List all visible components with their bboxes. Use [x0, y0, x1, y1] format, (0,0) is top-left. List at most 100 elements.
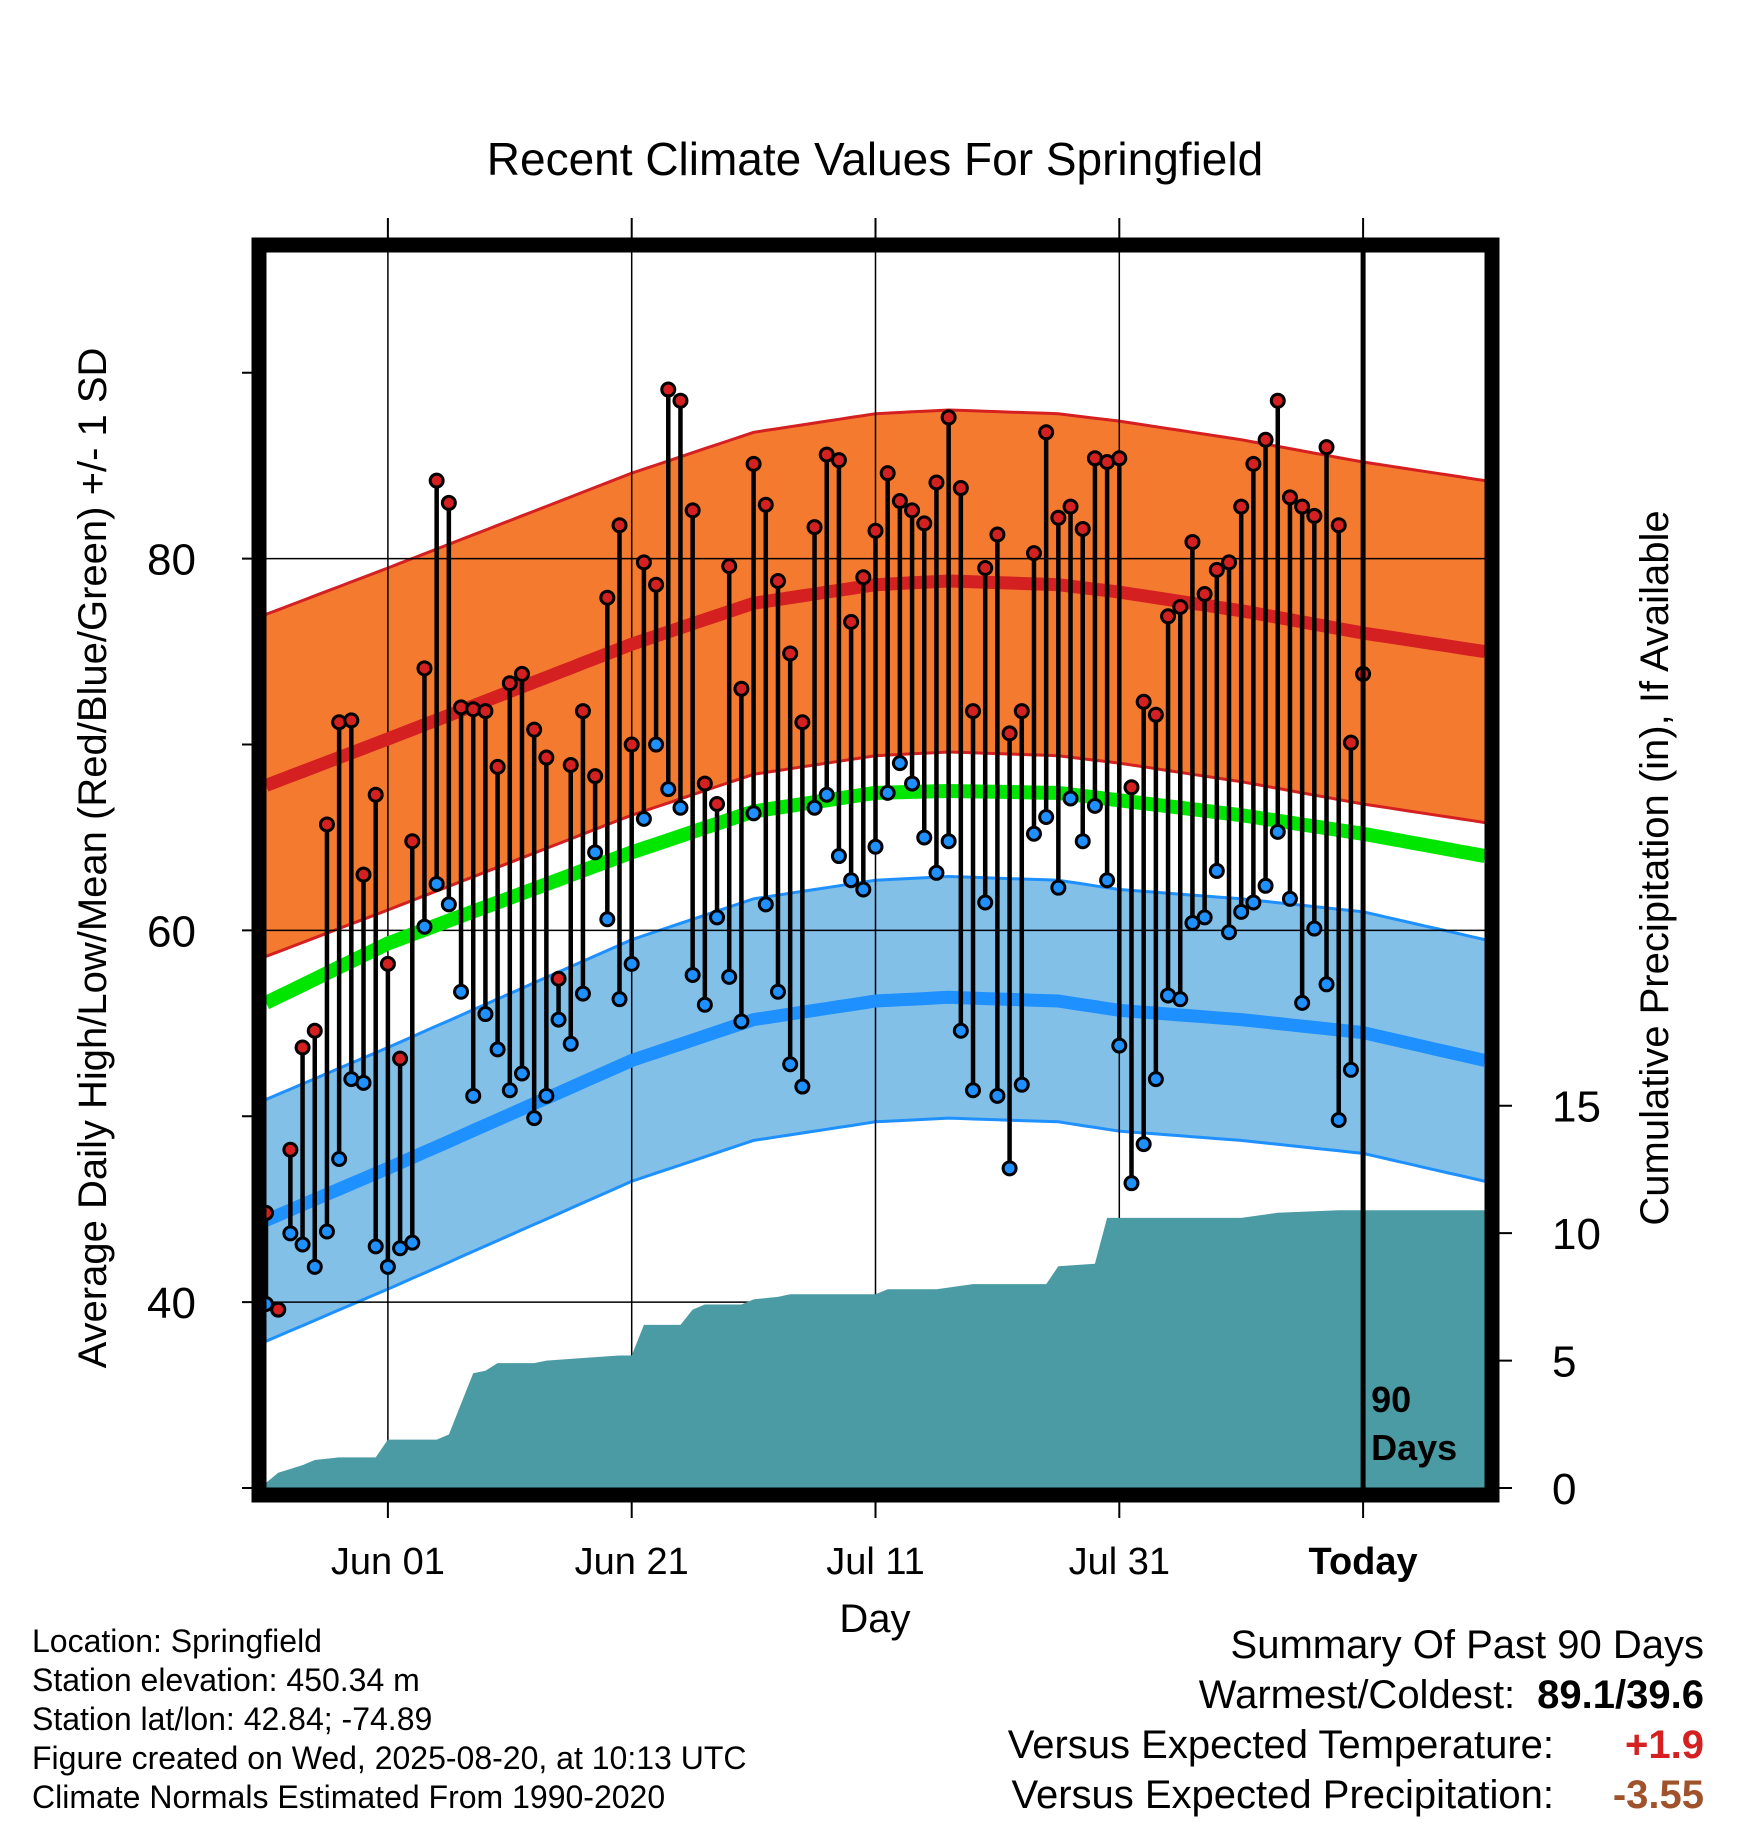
high-point-73 — [1147, 706, 1164, 723]
summary-title: Summary Of Past 90 Days — [1230, 1623, 1704, 1667]
high-point-81 — [1245, 455, 1262, 472]
low-point-69 — [1099, 872, 1116, 889]
low-point-70 — [1111, 1037, 1128, 1054]
low-point-9 — [367, 1238, 384, 1255]
low-point-36 — [696, 996, 713, 1013]
high-point-1 — [270, 1301, 287, 1318]
plot-frame — [251, 237, 1500, 1503]
low-point-62 — [1013, 1076, 1030, 1093]
high-point-28 — [599, 589, 616, 606]
high-point-23 — [538, 749, 555, 766]
low-point-66 — [1062, 790, 1079, 807]
low-point-55 — [928, 864, 945, 881]
low-point-72 — [1135, 1136, 1152, 1153]
low-point-73 — [1147, 1071, 1164, 1088]
low-point-29 — [611, 991, 628, 1008]
high-point-50 — [867, 522, 884, 539]
low-point-59 — [977, 894, 994, 911]
low-point-50 — [867, 838, 884, 855]
y2-axis-label: Cumulative Precipitation (in), If Availa… — [1633, 510, 1677, 1225]
low-point-38 — [721, 968, 738, 985]
created-text: Figure created on Wed, 2025-08-20, at 10… — [32, 1740, 747, 1776]
summary-temperature: Versus Expected Temperature: +1.9 — [1008, 1720, 1704, 1770]
high-point-2 — [282, 1141, 299, 1158]
high-point-62 — [1013, 703, 1030, 720]
high-point-29 — [611, 517, 628, 534]
low-point-80 — [1233, 903, 1250, 920]
precipitation-area — [266, 1210, 1485, 1488]
high-point-13 — [416, 660, 433, 677]
y2-tick-label-5: 5 — [1552, 1338, 1576, 1387]
low-point-28 — [599, 911, 616, 928]
high-point-38 — [721, 558, 738, 575]
low-point-34 — [672, 799, 689, 816]
high-point-78 — [1208, 561, 1225, 578]
high-point-56 — [940, 409, 957, 426]
elevation-text: Station elevation: 450.34 m — [32, 1662, 420, 1698]
high-point-55 — [928, 474, 945, 491]
high-point-48 — [843, 613, 860, 630]
low-point-85 — [1294, 994, 1311, 1011]
high-point-43 — [782, 645, 799, 662]
low-point-77 — [1196, 909, 1213, 926]
high-point-10 — [379, 955, 396, 972]
low-point-75 — [1172, 991, 1189, 1008]
high-point-59 — [977, 559, 994, 576]
x-tick-label-0: Jun 01 — [331, 1541, 445, 1583]
high-point-58 — [965, 703, 982, 720]
low-point-63 — [1025, 825, 1042, 842]
low-point-35 — [684, 967, 701, 984]
high-point-40 — [745, 455, 762, 472]
y2-tick-label-10: 10 — [1552, 1210, 1601, 1259]
high-point-22 — [526, 721, 543, 738]
low-point-71 — [1123, 1175, 1140, 1192]
low-point-60 — [989, 1087, 1006, 1104]
y-tick-label-40: 40 — [147, 1279, 196, 1328]
low-point-18 — [477, 1006, 494, 1023]
low-point-23 — [538, 1087, 555, 1104]
low-point-45 — [806, 799, 823, 816]
low-point-51 — [879, 784, 896, 801]
y-tick-label-80: 80 — [147, 536, 196, 585]
y2-tick-label-0: 0 — [1552, 1465, 1576, 1514]
high-point-5 — [318, 816, 335, 833]
high-point-31 — [635, 554, 652, 571]
high-point-57 — [952, 480, 969, 497]
low-point-6 — [331, 1151, 348, 1168]
low-point-48 — [843, 872, 860, 889]
high-point-83 — [1269, 392, 1286, 409]
low-point-44 — [794, 1078, 811, 1095]
high-point-82 — [1257, 431, 1274, 448]
high-point-30 — [623, 736, 640, 753]
precipitation-value: -3.55 — [1612, 1773, 1704, 1817]
low-point-33 — [660, 781, 677, 798]
high-point-87 — [1318, 439, 1335, 456]
high-point-88 — [1330, 517, 1347, 534]
y-tick-label-60: 60 — [147, 907, 196, 956]
high-point-70 — [1111, 450, 1128, 467]
precipitation-label: Versus Expected Precipitation: — [1011, 1773, 1554, 1817]
high-point-84 — [1281, 489, 1298, 506]
low-point-17 — [465, 1087, 482, 1104]
low-point-32 — [648, 736, 665, 753]
low-point-25 — [562, 1035, 579, 1052]
high-point-45 — [806, 519, 823, 536]
low-point-14 — [428, 875, 445, 892]
low-point-78 — [1208, 862, 1225, 879]
high-point-64 — [1038, 424, 1055, 441]
low-point-12 — [404, 1234, 421, 1251]
low-point-20 — [501, 1082, 518, 1099]
high-point-54 — [916, 515, 933, 532]
today-days-number: 90 — [1371, 1379, 1411, 1420]
high-point-18 — [477, 703, 494, 720]
high-point-26 — [574, 703, 591, 720]
low-point-41 — [757, 896, 774, 913]
warmest-coldest-value: 89.1/39.6 — [1537, 1673, 1704, 1717]
low-point-5 — [318, 1223, 335, 1240]
high-point-14 — [428, 472, 445, 489]
latlon-text: Station lat/lon: 42.84; -74.89 — [32, 1701, 433, 1737]
high-point-71 — [1123, 779, 1140, 796]
low-point-57 — [952, 1022, 969, 1039]
low-point-30 — [623, 955, 640, 972]
